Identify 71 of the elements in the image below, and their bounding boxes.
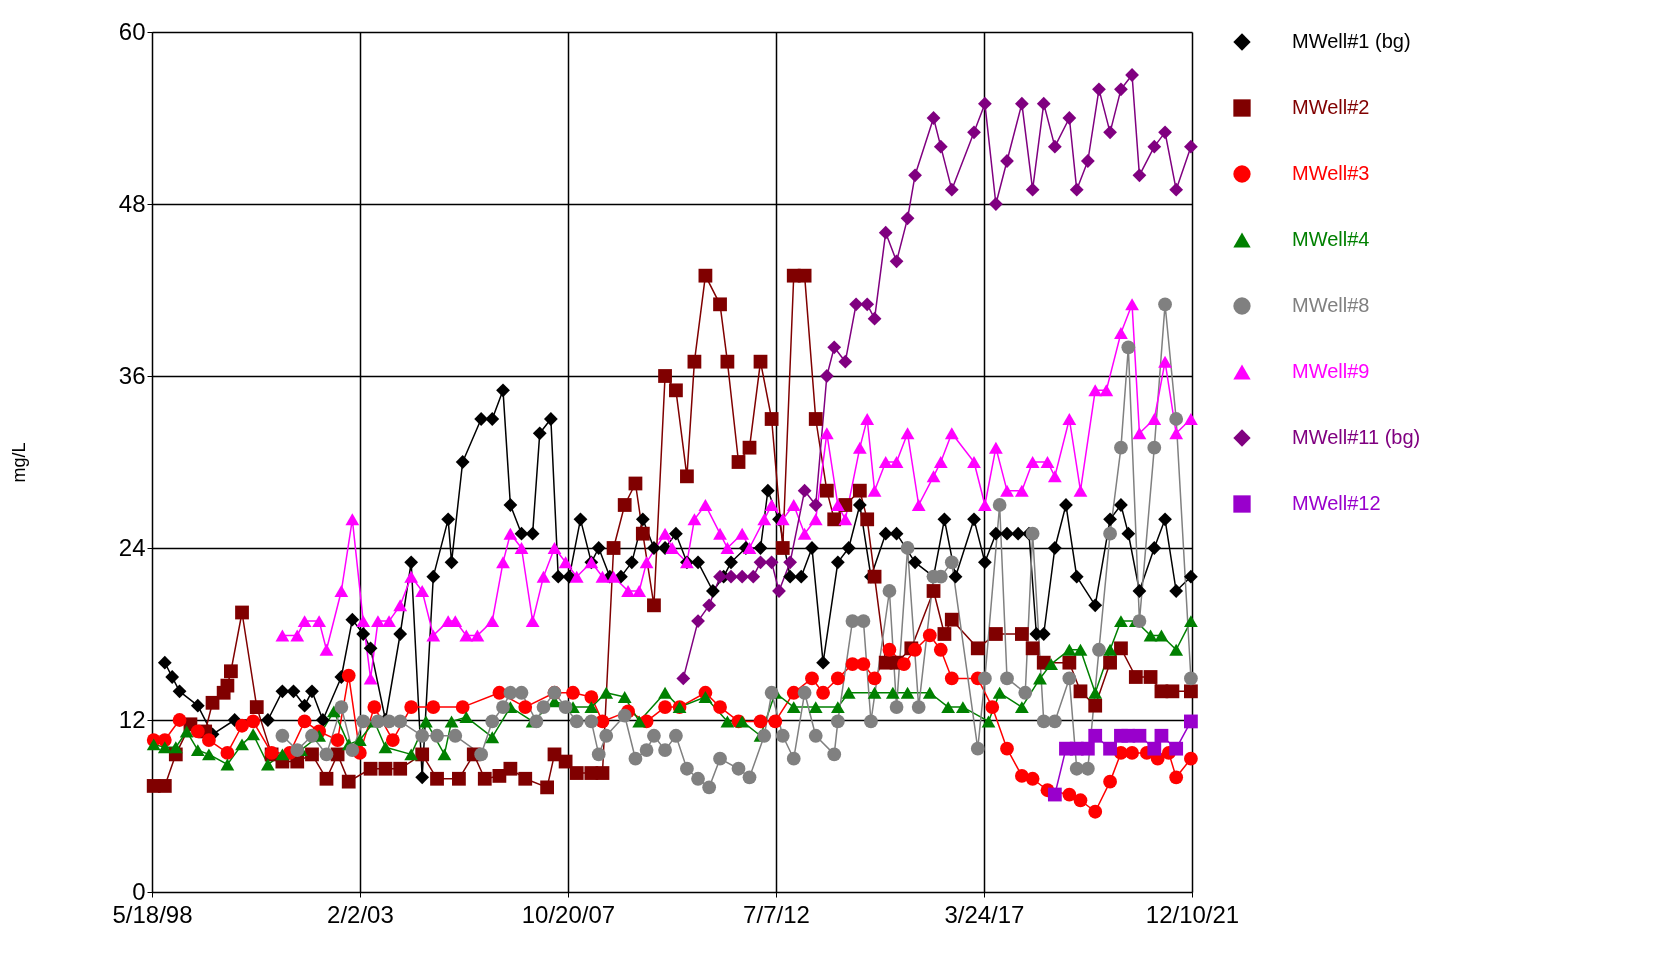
legend-label: MWell#12	[1292, 492, 1381, 514]
point	[676, 671, 691, 686]
point	[933, 139, 948, 154]
x-tick-label: 10/20/07	[521, 900, 616, 928]
point	[819, 369, 834, 383]
legend-label: MWell#9	[1292, 360, 1370, 382]
point	[878, 225, 893, 240]
legend-label: MWell#3	[1292, 162, 1370, 184]
point	[797, 483, 812, 498]
point	[724, 569, 738, 584]
point	[1062, 111, 1077, 125]
point	[753, 555, 768, 570]
legend-label: MWell#8	[1292, 294, 1370, 316]
point	[1025, 182, 1040, 197]
point	[1158, 125, 1172, 140]
legend-label: MWell#4	[1292, 228, 1370, 250]
x-tick-label: 12/10/21	[1145, 900, 1240, 928]
y-tick-label: 36	[118, 361, 146, 389]
point	[849, 297, 863, 312]
point	[978, 96, 992, 111]
point	[1103, 741, 1117, 756]
x-tick-label: 2/2/03	[327, 900, 394, 928]
point	[900, 211, 915, 226]
point	[1154, 728, 1169, 743]
point	[1014, 96, 1029, 111]
point	[691, 614, 705, 628]
point	[908, 168, 922, 183]
point	[1080, 741, 1095, 756]
x-tick-label: 7/7/12	[743, 900, 810, 928]
point	[1103, 125, 1117, 140]
point	[713, 569, 727, 584]
point	[967, 125, 981, 140]
y-axis-title: mg/L	[8, 442, 29, 483]
point	[808, 498, 823, 512]
point	[838, 354, 853, 369]
point	[702, 598, 717, 613]
point	[926, 111, 941, 125]
point	[889, 254, 904, 269]
y-tick-label: 60	[118, 17, 146, 45]
y-tick-label: 48	[118, 189, 146, 217]
y-tick-label: 24	[118, 533, 146, 561]
point	[827, 340, 842, 355]
point	[746, 569, 761, 584]
point	[944, 182, 959, 197]
legend-label: MWell#1 (bg)	[1292, 30, 1411, 52]
point	[1184, 139, 1198, 154]
point	[783, 555, 798, 570]
point	[867, 311, 882, 326]
point	[1047, 787, 1062, 802]
point	[1147, 139, 1162, 154]
point	[1114, 82, 1128, 97]
point	[1169, 182, 1184, 197]
y-tick-label: 12	[118, 705, 146, 733]
point	[989, 197, 1003, 211]
point	[1147, 741, 1162, 756]
point	[1184, 714, 1198, 729]
point	[1088, 728, 1103, 743]
point	[1132, 728, 1147, 743]
point	[1047, 139, 1062, 154]
legend-label: MWell#11 (bg)	[1292, 426, 1421, 448]
point	[1169, 741, 1184, 756]
point	[1132, 168, 1147, 183]
point	[1092, 82, 1106, 97]
point	[1036, 96, 1051, 111]
point	[764, 555, 779, 570]
x-tick-label: 3/24/17	[944, 900, 1025, 928]
point	[1080, 154, 1095, 168]
point	[735, 569, 750, 584]
legend-label: MWell#2	[1292, 96, 1370, 118]
point	[1069, 182, 1084, 197]
point	[860, 297, 875, 312]
